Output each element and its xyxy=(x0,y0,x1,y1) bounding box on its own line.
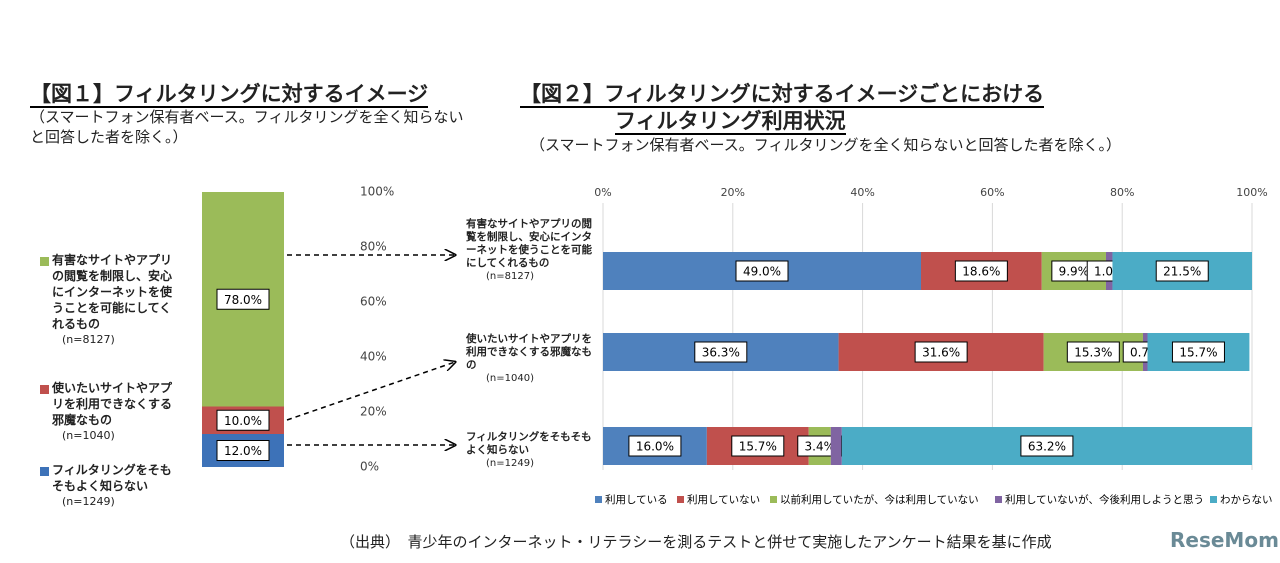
legend-marker xyxy=(770,496,777,503)
legend-sample: (n=8127) xyxy=(62,333,115,346)
value-label: 15.7% xyxy=(1179,346,1217,360)
x-tick-label: 40% xyxy=(850,186,874,199)
value-label: 15.3% xyxy=(1074,346,1112,360)
value-label-box xyxy=(954,260,1008,282)
category-label: 有害なサイトやアプリの閲覧を制限し、安心にインターネットを使うことを可能にしてく… xyxy=(466,218,592,269)
y-tick-label: 0% xyxy=(360,460,379,474)
value-label: 12.0% xyxy=(224,444,262,458)
legend-label: 利用している xyxy=(605,494,668,506)
legend-label: 利用していない xyxy=(687,494,760,506)
legend-marker xyxy=(1210,496,1217,503)
value-label-box xyxy=(735,260,789,282)
value-label-box xyxy=(216,288,270,310)
category-label: フィルタリングをそもそもよく知らない xyxy=(466,431,592,456)
value-label: 36.3% xyxy=(702,346,740,360)
value-label: 9.9% xyxy=(1059,265,1090,279)
legend-marker xyxy=(595,496,602,503)
value-label: 31.6% xyxy=(922,346,960,360)
x-tick-label: 80% xyxy=(1110,186,1134,199)
legend-label: 以前利用していたが、今は利用していない xyxy=(780,493,979,506)
category-sample: (n=1040) xyxy=(486,373,534,384)
watermark: ReseMom xyxy=(1170,528,1279,552)
value-label: 16.0% xyxy=(636,440,674,454)
x-tick-label: 0% xyxy=(594,186,611,199)
legend-marker xyxy=(40,257,49,266)
value-label-box xyxy=(1020,435,1074,457)
chart-subtitle: （スマートフォン保有者ベース。フィルタリングを全く知らないと回答した者を除く。） xyxy=(530,136,1122,154)
legend-label: 使いたいサイトやアプリを利用できなくする邪魔なもの xyxy=(52,381,173,427)
value-label: 21.5% xyxy=(1163,265,1201,279)
value-label-box xyxy=(216,409,270,431)
source-note: （出典） 青少年のインターネット・リテラシーを測るテストと併せて実施したアンケー… xyxy=(340,533,1052,551)
value-label: 78.0% xyxy=(224,293,262,307)
value-label: 63.2% xyxy=(1028,440,1066,454)
y-tick-label: 20% xyxy=(360,405,387,419)
legend-label: フィルタリングをそもそもよく知らない xyxy=(52,463,172,493)
chart-title: フィルタリング利用状況 xyxy=(615,109,846,136)
connector-arrows xyxy=(286,255,455,445)
value-label-box xyxy=(216,440,270,461)
value-label: 15.7% xyxy=(739,440,777,454)
legend-marker xyxy=(40,385,49,394)
x-tick-label: 20% xyxy=(721,186,745,199)
x-tick-label: 100% xyxy=(1236,186,1267,199)
legend-sample: (n=1249) xyxy=(62,495,115,508)
value-label-box xyxy=(628,435,682,457)
value-label: 49.0% xyxy=(743,265,781,279)
legend-marker xyxy=(995,496,1002,503)
category-sample: (n=8127) xyxy=(486,271,534,282)
value-label-box xyxy=(694,341,748,363)
chart-title: 【図１】フィルタリングに対するイメージ xyxy=(30,82,429,109)
value-label-box xyxy=(1155,260,1209,282)
category-label: 使いたいサイトやアプリを利用できなくする邪魔なもの xyxy=(466,333,592,371)
value-label-box xyxy=(731,435,785,457)
y-tick-label: 100% xyxy=(360,185,394,199)
chart-subtitle: （スマートフォン保有者ベース。フィルタリングを全く知らないと回答した者を除く。） xyxy=(30,108,464,146)
value-label-box xyxy=(1171,341,1225,363)
value-label-box xyxy=(914,341,968,363)
legend-label: わからない xyxy=(1220,494,1273,506)
y-tick-label: 40% xyxy=(360,350,387,364)
x-tick-label: 60% xyxy=(980,186,1004,199)
y-tick-label: 80% xyxy=(360,240,387,254)
y-tick-label: 60% xyxy=(360,295,387,309)
chart-title: 【図２】フィルタリングに対するイメージごとにおける xyxy=(520,82,1045,109)
legend-label: 利用していないが、今後利用しようと思う xyxy=(1005,493,1204,506)
value-label: 18.6% xyxy=(962,265,1000,279)
legend-label: 有害なサイトやアプリの閲覧を制限し、安心にインターネットを使うことを可能にしてく… xyxy=(52,253,173,331)
value-label: 10.0% xyxy=(224,414,262,428)
legend-sample: (n=1040) xyxy=(62,429,115,442)
legend-marker xyxy=(677,496,684,503)
value-label: 3.4% xyxy=(805,440,836,454)
category-sample: (n=1249) xyxy=(486,458,534,469)
legend-marker xyxy=(40,467,49,476)
value-label-box xyxy=(1066,341,1120,363)
bar-segment xyxy=(830,427,842,465)
